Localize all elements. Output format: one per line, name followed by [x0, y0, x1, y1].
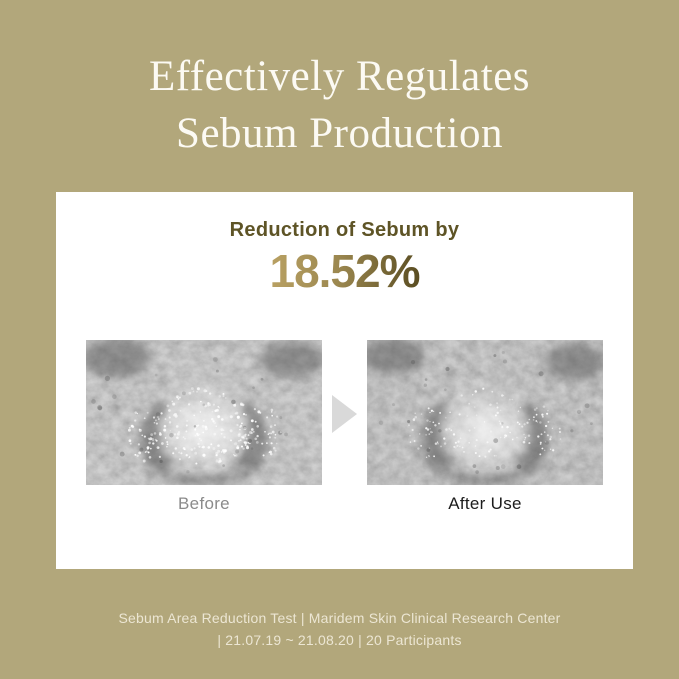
page-title-line-2: Sebum Production [176, 110, 503, 157]
after-figure: After Use [367, 340, 603, 514]
reduction-percentage: 18.52% [269, 245, 420, 297]
before-after-comparison: Before [86, 340, 603, 514]
study-footnote: Sebum Area Reduction Test | Maridem Skin… [0, 607, 679, 651]
before-label: Before [178, 494, 230, 513]
page-title-line-1: Effectively Regulates [148, 53, 531, 100]
result-card: Reduction of Sebum by 18.52% [56, 192, 633, 569]
before-skin-photo [86, 340, 322, 485]
sebum-dots-before [91, 357, 288, 474]
footnote-line-1: Sebum Area Reduction Test | Maridem Skin… [118, 610, 561, 626]
footnote-line-2: | 21.07.19 ~ 21.08.20 | 20 Participants [217, 632, 462, 648]
before-figure: Before [86, 340, 322, 514]
after-label: After Use [448, 494, 522, 513]
arrow-right-icon [332, 395, 357, 433]
after-skin-photo [367, 340, 603, 485]
reduction-percentage-wrap: 18.52% [56, 244, 633, 298]
card-title: Reduction of Sebum by [229, 219, 460, 241]
sebum-dots-after [378, 351, 593, 474]
page-title: Effectively Regulates Sebum Production [0, 48, 679, 162]
